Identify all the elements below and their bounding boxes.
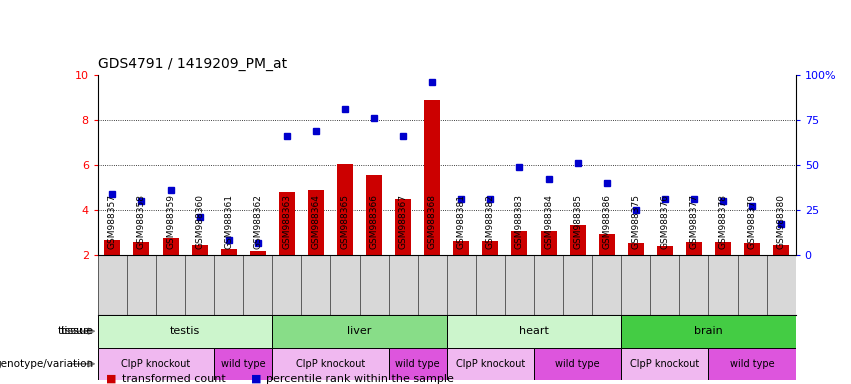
Bar — [366, 175, 382, 255]
Bar — [272, 315, 447, 348]
Text: genotype/variation: genotype/variation — [0, 359, 94, 369]
Text: ClpP knockout: ClpP knockout — [456, 359, 525, 369]
Bar — [272, 348, 389, 380]
Bar — [483, 241, 499, 255]
Text: heart: heart — [519, 326, 549, 336]
Bar — [447, 348, 534, 380]
Bar — [279, 192, 294, 255]
Text: ClpP knockout: ClpP knockout — [296, 359, 365, 369]
Text: tissue: tissue — [60, 326, 94, 336]
Text: ClpP knockout: ClpP knockout — [631, 359, 700, 369]
Bar — [250, 251, 266, 255]
Text: ■: ■ — [106, 374, 117, 384]
Text: liver: liver — [347, 326, 372, 336]
Bar — [569, 225, 585, 255]
Bar — [447, 315, 621, 348]
Bar — [621, 315, 796, 348]
Bar — [337, 164, 353, 255]
Text: tissue: tissue — [58, 326, 91, 336]
Bar — [191, 245, 208, 255]
Bar — [599, 234, 614, 255]
Bar — [686, 242, 702, 255]
Text: brain: brain — [694, 326, 722, 336]
Text: GDS4791 / 1419209_PM_at: GDS4791 / 1419209_PM_at — [98, 57, 287, 71]
Bar — [540, 230, 557, 255]
Text: testis: testis — [170, 326, 200, 336]
Text: wild type: wild type — [730, 359, 774, 369]
Bar — [105, 240, 120, 255]
Bar — [214, 348, 272, 380]
Text: wild type: wild type — [396, 359, 440, 369]
Text: ■: ■ — [251, 374, 261, 384]
Bar — [389, 348, 447, 380]
Text: transformed count: transformed count — [122, 374, 226, 384]
Bar — [395, 199, 411, 255]
Text: wild type: wild type — [556, 359, 600, 369]
Bar — [715, 242, 731, 255]
Text: percentile rank within the sample: percentile rank within the sample — [266, 374, 454, 384]
Bar — [134, 242, 150, 255]
Bar — [98, 348, 214, 380]
Bar — [220, 248, 237, 255]
Bar — [744, 243, 760, 255]
Bar — [163, 238, 179, 255]
Bar — [628, 243, 643, 255]
Bar — [774, 245, 789, 255]
Bar — [98, 315, 272, 348]
Bar — [511, 230, 528, 255]
Bar — [454, 241, 469, 255]
Bar — [534, 348, 621, 380]
Bar — [308, 190, 324, 255]
Bar — [657, 247, 673, 255]
Bar — [621, 348, 708, 380]
Text: ClpP knockout: ClpP knockout — [122, 359, 191, 369]
Text: wild type: wild type — [221, 359, 266, 369]
Bar — [425, 100, 440, 255]
Bar — [709, 348, 796, 380]
